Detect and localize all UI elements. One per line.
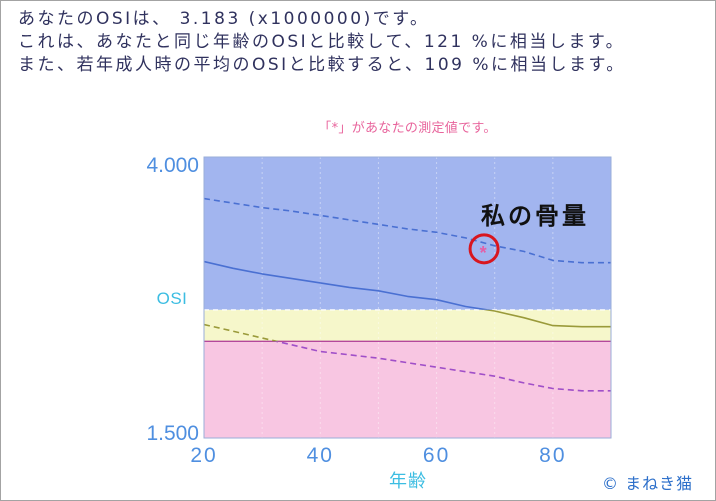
x-tick-label: 80 — [539, 444, 566, 467]
measurement-marker: * — [480, 243, 487, 263]
y-axis-label: OSI — [157, 289, 188, 308]
y-axis-ticks: 4.000 1.500 — [146, 154, 199, 445]
x-tick-label: 20 — [190, 444, 217, 467]
x-tick-label: 40 — [307, 444, 334, 467]
x-axis-label: 年齢 — [389, 471, 427, 492]
reference-band-2 — [204, 309, 611, 342]
series-lines — [204, 197, 611, 392]
highlight-ring — [468, 233, 500, 265]
grid-lines — [261, 157, 554, 438]
summary-line-osi-value: あなたのOSIは、 3.183 (x1000000)です。 — [18, 9, 430, 29]
series-2-line-segment-2 — [482, 309, 611, 328]
y-tick-label: 1.500 — [146, 422, 199, 445]
summary-line-same-age-comparison: これは、あなたと同じ年齢のOSIと比較して、121 %に相当します。 — [18, 32, 626, 52]
copyright-watermark: © まねき猫 — [602, 474, 694, 493]
reference-bands — [204, 157, 611, 438]
marker-caption: 「*」があなたの測定値です。 — [318, 121, 497, 136]
series-2-line-segment-1 — [204, 260, 493, 310]
result-summary: あなたのOSIは、 3.183 (x1000000)です。 これは、あなたと同じ… — [18, 8, 626, 77]
summary-line-young-adult-comparison: また、若年成人時の平均のOSIと比較すると、109 %に相当します。 — [18, 55, 626, 75]
y-tick-label: 4.000 — [146, 154, 199, 177]
plot-frame — [203, 156, 612, 439]
reference-band-3 — [204, 341, 611, 438]
my-bone-mass-annotation: 私の骨量 — [481, 202, 589, 230]
series-3-line-segment-3 — [273, 341, 611, 392]
reference-band-1 — [204, 157, 611, 310]
x-axis-ticks: 20 40 60 80 — [190, 444, 566, 467]
series-1-line-segment-1 — [204, 197, 611, 264]
x-tick-label: 60 — [423, 444, 450, 467]
